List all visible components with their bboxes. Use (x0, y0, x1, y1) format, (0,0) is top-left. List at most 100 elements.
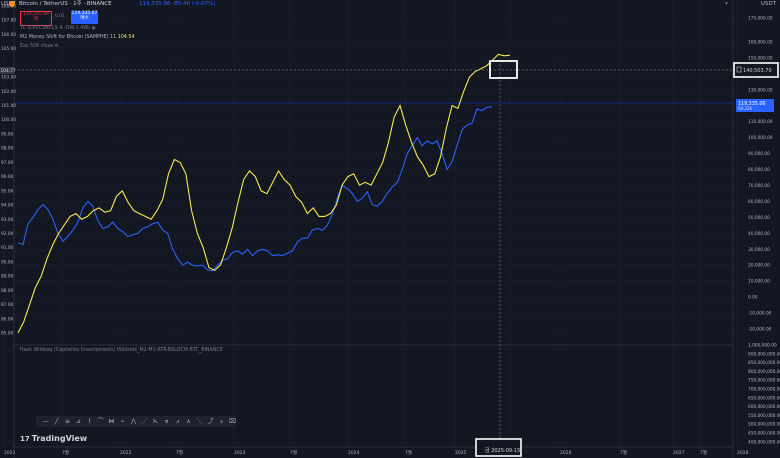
x-axis-tick: 7월 (176, 449, 183, 456)
eye-icon[interactable]: ◉ (91, 26, 96, 31)
x-axis-tick: 2027 (673, 450, 685, 456)
drawing-tool-icon[interactable]: ╱ (54, 418, 59, 425)
x-axis-tick: 7월 (62, 449, 69, 456)
right-axis-tick: 175,000.00 (748, 16, 773, 22)
drawing-tool-icon[interactable]: ⋱ (196, 418, 203, 425)
left-axis-tick: 108.00 (1, 4, 16, 10)
right-axis-lower-tick: 850,000,000.00 (748, 360, 780, 366)
ohlc-values: 119,335.06 -85.46 (-0.07%) (139, 1, 216, 7)
right-axis-tick: 10,000.00 (748, 279, 770, 285)
symbol-title[interactable]: Bitcoin / TetherUS · 1주 · BINANCE (19, 1, 112, 7)
right-axis-lower-tick: 500,000,000.00 (748, 422, 780, 428)
right-axis-lower-tick: 900,000,000.00 (748, 351, 780, 357)
right-axis-lower-tick: 600,000,000.00 (748, 404, 780, 410)
current-price-label: 119,335.06 60:22h (736, 99, 774, 112)
left-axis-tick: 106.00 (1, 32, 16, 38)
right-axis-tick: 20,000.00 (748, 263, 770, 269)
right-axis-tick: 160,000.00 (748, 39, 773, 45)
right-axis-tick: -20,000.00 (748, 327, 772, 333)
drawing-tool-icon[interactable]: ⋰ (141, 418, 148, 425)
left-axis-tick: 97.00 (1, 160, 14, 166)
drawing-tool-icon[interactable]: — (42, 418, 49, 425)
right-axis-tick: 30,000.00 (748, 247, 770, 253)
right-axis-lower-tick: 400,000,000.00 (748, 439, 780, 445)
right-axis-lower-tick: 1,000,000.00 (748, 343, 777, 349)
right-axis-tick: 110,000.00 (748, 119, 773, 125)
tradingview-logo: 17 TradingView (20, 434, 87, 443)
indicator-label: Eas 506 close (20, 44, 54, 49)
right-axis-tick: 70,000.00 (748, 183, 770, 189)
tradingview-mark-icon: 17 (20, 435, 30, 443)
crosshair-price-label: 140,503.70 (733, 62, 779, 78)
buy-button[interactable]: 119,335.07 매수 (71, 11, 98, 24)
chevron-down-icon[interactable]: ▾ (725, 1, 728, 7)
date-label: 금 2025-09-15 (475, 438, 522, 457)
sell-price: 119,335.06 (23, 12, 49, 17)
right-axis-tick: 0.00 (748, 295, 758, 301)
left-axis-tick: 94.00 (1, 203, 14, 209)
x-axis-tick: 2021 (4, 450, 16, 456)
indicator-label: Hack Wildesq (Capitalise Investements) W… (20, 348, 223, 353)
quote-currency[interactable]: USDT (760, 1, 776, 7)
left-axis-tick: 86.00 (1, 316, 14, 322)
plus-icon[interactable] (736, 66, 742, 73)
right-axis-lower-tick: 700,000,000.00 (748, 387, 780, 393)
tradingview-text: TradingView (31, 434, 88, 443)
left-axis-tick: 85.00 (1, 331, 14, 337)
chart-grid (3, 0, 738, 447)
right-axis-tick: 90,000.00 (748, 151, 770, 157)
drawing-tool-icon[interactable]: ⋋ (152, 418, 159, 425)
x-axis-tick: 7월 (620, 449, 627, 456)
indicator-eas[interactable]: Eas 506 close ⚙ (20, 44, 59, 49)
drawing-tool-icon[interactable]: ⌁ (120, 418, 125, 425)
right-axis-tick: 60,000.00 (748, 199, 770, 205)
left-axis-tick: 96.00 (1, 174, 14, 180)
left-axis-tick: 93.00 (1, 217, 14, 223)
drawing-tool-icon[interactable]: ⩘ (175, 418, 180, 425)
left-axis-tick: 92.00 (1, 231, 14, 237)
btc-price-line (17, 106, 493, 272)
highlight-box (489, 60, 518, 79)
sell-button[interactable]: 119,335.06 매 (20, 11, 52, 26)
drawing-tool-icon[interactable]: ⌒ (97, 418, 104, 425)
left-axis-tick: 100.00 (1, 117, 16, 123)
date-label-text: 금 2025-09-15 (485, 448, 520, 454)
drawing-tool-icon[interactable]: ⊿ (75, 418, 82, 425)
right-axis-tick: -10,000.00 (748, 311, 772, 317)
right-axis-tick: 150,000.00 (748, 55, 773, 61)
drawing-tool-icon[interactable]: ⌇ (88, 418, 91, 425)
lower-pane-indicator[interactable]: Hack Wildesq (Capitalise Investements) W… (20, 348, 223, 353)
left-axis-tick: 102.00 (1, 89, 16, 95)
indicator-label: M2 Money Shift for Bitcoin (SAMPHE) 11 (20, 35, 117, 40)
right-axis-tick: 80,000.00 (748, 167, 770, 173)
right-axis-lower-tick: 650,000,000.00 (748, 395, 780, 401)
indicator-label: TC (CPI:CSNCLS 4 -OW 1.4W) (20, 26, 90, 31)
indicator-tc[interactable]: TC (CPI:CSNCLS 4 -OW 1.4W) ◉ (20, 26, 96, 31)
drawing-tool-icon[interactable]: ⌆ (163, 418, 170, 425)
indicator-value: 104.54 (117, 35, 135, 40)
current-price-sub: 60:22h (738, 106, 753, 111)
settings-icon[interactable]: ⚙ (54, 44, 59, 49)
drawing-tool-icon[interactable]: ⤴ (207, 418, 214, 425)
drawing-tool-icon[interactable]: ⌧ (229, 418, 236, 425)
crosshair-price-text: 140,503.70 (743, 68, 772, 74)
right-axis-tick: 130,000.00 (748, 87, 773, 93)
left-axis-tick: 103.00 (1, 75, 16, 81)
left-axis-tick: 95.00 (1, 188, 14, 194)
indicator-m2[interactable]: M2 Money Shift for Bitcoin (SAMPHE) 11 1… (20, 35, 134, 40)
m2-shift-line (17, 53, 511, 334)
drawing-toolbar: — ╱ ≡ ⊿ ⌇ ⌒ ⋈ ⌁ ⋀ ⋰ ⋋ ⌆ ⩘ ⋏ ⋱ ⤴ ⌅ ⌧ (36, 416, 236, 427)
right-axis-tick: 50,000.00 (748, 215, 770, 221)
left-axis-tick: 88.00 (1, 288, 14, 294)
right-axis-lower-tick: 800,000,000.00 (748, 369, 780, 375)
series-group (17, 53, 511, 334)
drawing-tool-icon[interactable]: ≡ (64, 418, 71, 425)
drawing-tool-icon[interactable]: ⋏ (186, 418, 191, 425)
buy-label: 매수 (80, 16, 89, 21)
left-crosshair-text: 104.77 (1, 68, 16, 74)
right-axis-lower-tick: 450,000,000.00 (748, 431, 780, 437)
drawing-tool-icon[interactable]: ⋈ (108, 418, 115, 425)
drawing-tool-icon[interactable]: ⌅ (218, 418, 225, 425)
drawing-tool-icon[interactable]: ⋀ (131, 418, 136, 425)
